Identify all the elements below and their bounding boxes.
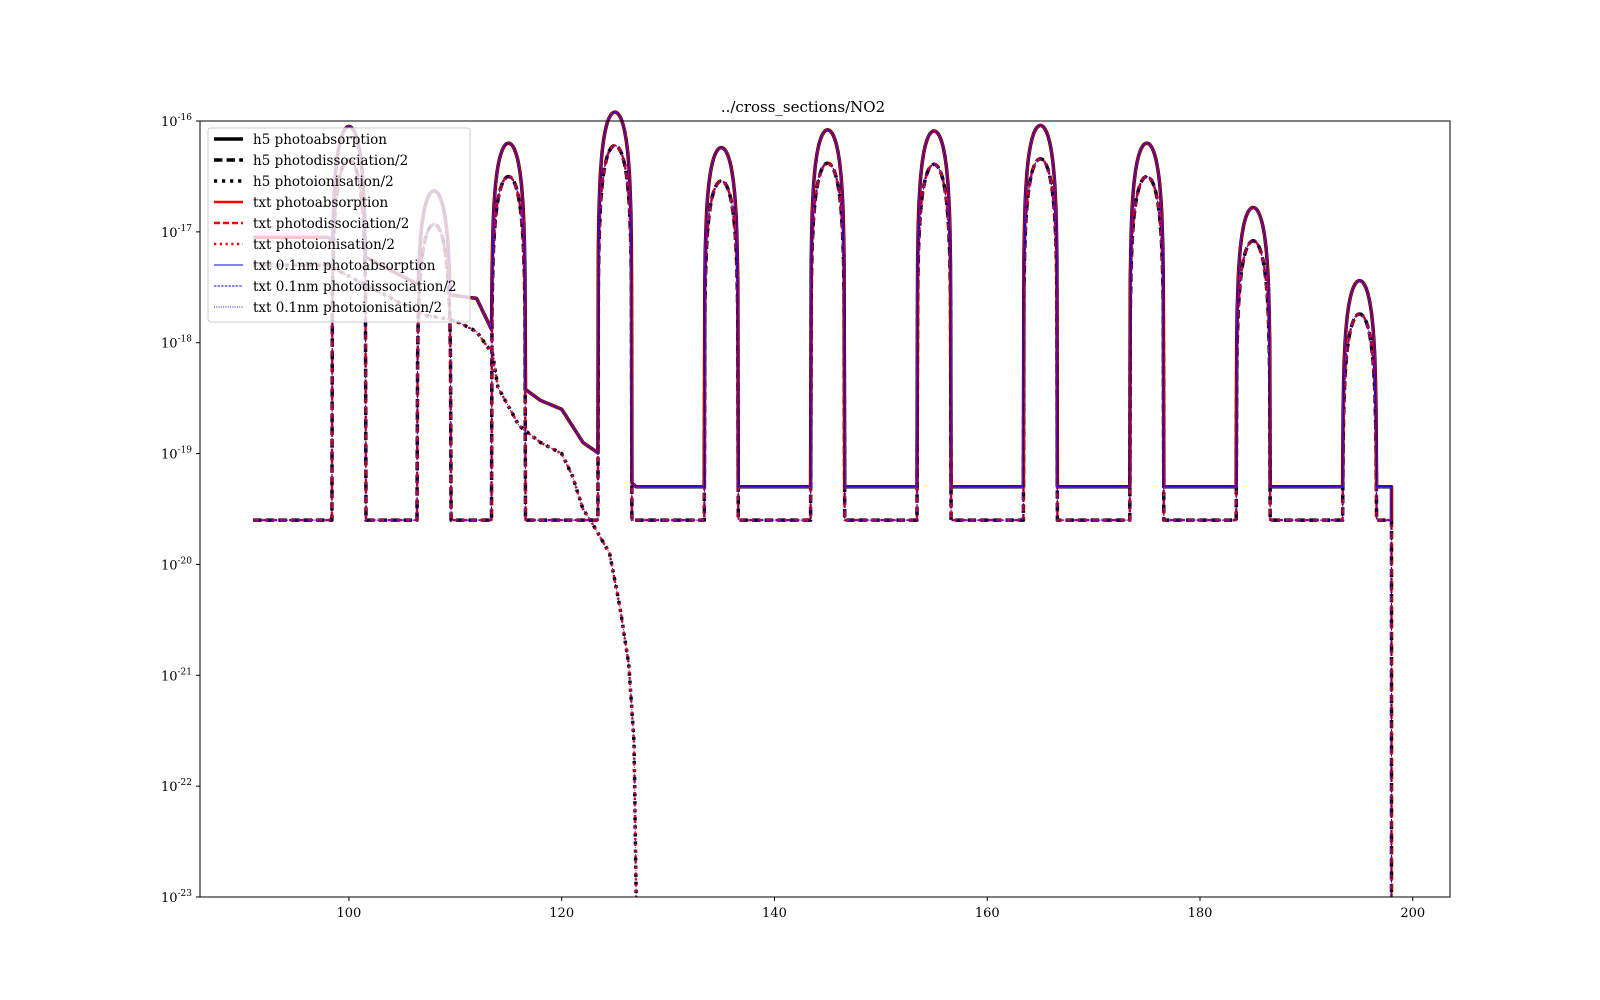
plot-frame xyxy=(199,120,1451,898)
x-tick-label: 140 xyxy=(762,906,787,921)
legend-label: txt 0.1nm photodissociation/2 xyxy=(253,279,457,295)
y-tick-label: 10-22 xyxy=(161,778,192,795)
x-tick-label: 160 xyxy=(975,906,1000,921)
series-line xyxy=(253,145,1392,897)
y-tick-label: 10-18 xyxy=(161,335,192,352)
x-axis: 100 120 140 160 180 200 xyxy=(337,897,1425,921)
legend-label: txt 0.1nm photoabsorption xyxy=(253,258,436,274)
y-tick-label: 10-16 xyxy=(161,113,192,130)
y-tick-label: 10-20 xyxy=(161,556,192,573)
x-tick-label: 200 xyxy=(1400,906,1425,921)
legend: h5 photoabsorption h5 photodissociation/2… xyxy=(207,127,471,323)
legend-label: txt photodissociation/2 xyxy=(253,216,409,232)
legend-label: h5 photoabsorption xyxy=(253,132,387,148)
y-tick-label: 10-17 xyxy=(161,224,192,241)
chart-title: ../cross_sections/NO2 xyxy=(721,98,885,116)
x-tick-label: 120 xyxy=(549,906,574,921)
x-tick-label: 180 xyxy=(1188,906,1213,921)
y-tick-label: 10-21 xyxy=(161,667,192,684)
legend-entries: h5 photoabsorption h5 photodissociation/2… xyxy=(214,132,457,316)
legend-label: txt 0.1nm photoionisation/2 xyxy=(253,300,442,316)
legend-box xyxy=(207,127,471,323)
legend-label: h5 photodissociation/2 xyxy=(253,153,408,169)
legend-label: txt photoionisation/2 xyxy=(253,237,395,253)
x-tick-label: 100 xyxy=(337,906,362,921)
legend-label: h5 photoionisation/2 xyxy=(253,174,394,190)
legend-label: txt photoabsorption xyxy=(253,195,388,211)
y-tick-label: 10-23 xyxy=(161,889,192,906)
y-axis: 10-23 10-22 10-21 10-20 10-19 10-18 10-17 10-16 xyxy=(161,113,200,906)
y-tick-label: 10-19 xyxy=(161,446,192,463)
